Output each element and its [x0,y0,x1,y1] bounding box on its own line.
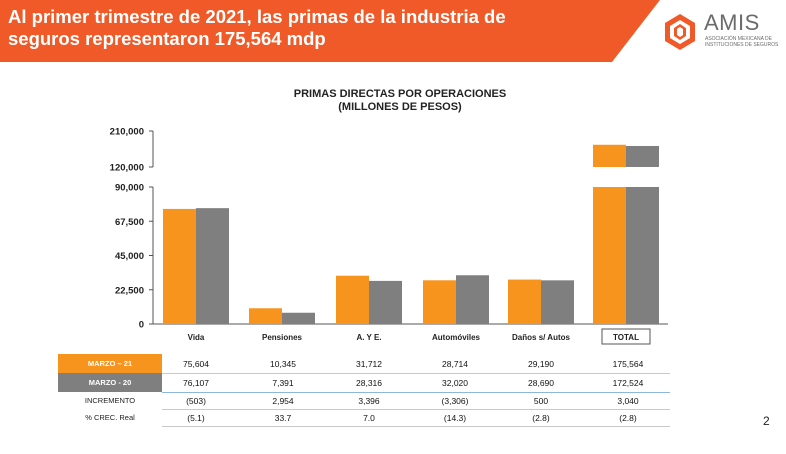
table-row: MARZO - 20 76,107 7,391 28,316 32,020 28,690 1… [58,373,670,393]
table-cell: 31,712 [356,358,382,369]
table-cell: 500 [533,395,549,406]
bar-upper-segment [626,145,659,167]
bar [163,208,196,324]
bar [508,279,541,324]
table-row: INCREMENTO (503) 2,954 3,396 (3,306) 500 3,040 [58,392,670,410]
logo-name: AMIS [704,10,760,35]
page-title: Al primer trimestre de 2021, las primas … [8,6,506,49]
banner-shape [0,0,660,62]
x-tick-label: TOTAL [613,333,639,342]
amis-logo: AMIS ASOCIACIÓN MEXICANA DE INSTITUCIONE… [660,10,780,56]
bar [336,275,369,324]
table-cell: 175,564 [612,358,644,369]
row-separator [162,426,670,427]
row-separator [162,373,670,374]
x-tick-label: Daños s/ Autos [512,333,570,342]
bar [593,187,626,324]
page-number: 2 [763,414,770,428]
table-cell: 75,604 [183,358,209,369]
table-cell: (2.8) [532,412,550,423]
table-cell: 28,690 [528,377,554,388]
table-cell: 28,714 [442,358,468,369]
title-banner: Al primer trimestre de 2021, las primas … [0,0,786,62]
table-cell: (2.8) [619,412,637,423]
table-cell: 29,190 [528,358,554,369]
y-tick-label: 67,500 [115,217,144,228]
table-cell: 32,020 [442,377,468,388]
bar-chart: 0 22,500 45,000 67,500 90,000 120,000 210,000 V… [110,127,668,345]
chart-title-line2: (MILLONES DE PESOS) [338,101,462,113]
table-cell: 76,107 [183,377,209,388]
table-cell: 33.7 [274,412,292,423]
table-row: MARZO – 21 75,604 10,345 31,712 28,714 29,190… [58,354,670,374]
bar [369,280,402,324]
table-cell: (5.1) [187,412,205,423]
table-cell: 3,396 [358,395,380,406]
table-cell: (503) [186,395,206,406]
y-tick-label: 90,000 [115,183,144,194]
logo-subtitle: ASOCIACIÓN MEXICANA DE INSTITUCIONES DE … [705,36,779,48]
x-tick-label: A. Y E. [356,333,381,342]
table-row: % CREC. Real (5.1) 33.7 7.0 (14.3) (2.8) (2.8) [58,409,670,427]
data-table: MARZO – 21 75,604 10,345 31,712 28,714 29,190… [58,354,670,427]
chart-title-line1: PRIMAS DIRECTAS POR OPERACIONES [293,88,507,100]
row-label: INCREMENTO [84,396,136,405]
y-tick-label: 120,000 [110,163,144,174]
table-cell: (14.3) [443,412,467,423]
bar-upper-segment [593,144,626,167]
bar [282,312,315,324]
amis-logo-icon [665,14,695,50]
total-label-box [601,328,651,345]
table-cell: 172,524 [612,377,644,388]
row-label: MARZO - 20 [58,373,162,392]
bar [196,208,229,324]
y-tick-label: 45,000 [115,251,144,262]
bar [423,280,456,324]
x-tick-label: Vida [188,333,205,342]
y-tick-label: 22,500 [115,285,144,296]
chart-title: PRIMAS DIRECTAS POR OPERACIONES (MILLONE… [250,88,550,114]
bar [249,308,282,324]
bar [456,275,489,324]
table-cell: 2,954 [272,395,294,406]
y-tick-label: 210,000 [110,127,144,138]
table-cell: 7.0 [363,412,375,423]
x-tick-label: Automóviles [432,333,481,342]
x-tick-label: Pensiones [262,333,303,342]
y-tick-label: 0 [139,320,144,331]
table-cell: 3,040 [617,395,639,406]
table-cell: 10,345 [270,358,296,369]
table-cell: 7,391 [272,377,294,388]
table-cell: 28,316 [356,377,382,388]
row-separator [162,409,670,410]
bar [541,280,574,324]
table-cell: (3,306) [441,395,469,406]
bar [626,187,659,324]
row-label: MARZO – 21 [58,354,162,373]
row-label: % CREC. Real [85,413,135,422]
row-separator [162,392,670,393]
